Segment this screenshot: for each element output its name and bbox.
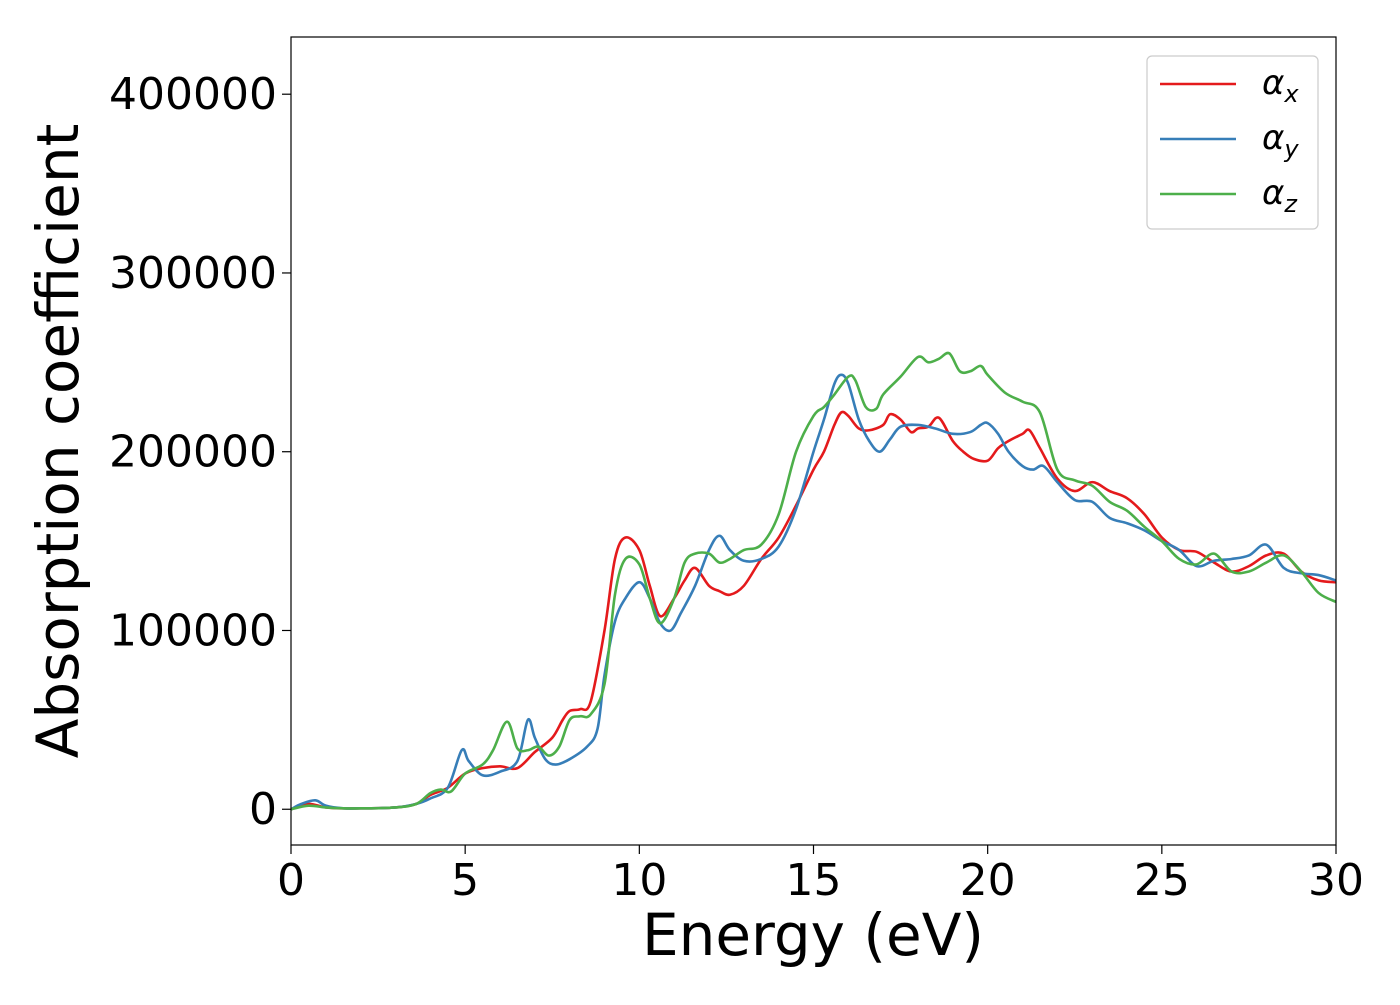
x-tick-label: 5 [451,855,479,906]
series-line-x [291,410,1336,811]
series-line-z [291,351,1336,811]
x-axis: 0 5 10 15 20 25 30 [277,845,1364,906]
series-line-y [291,373,1336,811]
x-tick-label: 20 [960,855,1016,906]
y-axis-title: Absorption coefficient [24,124,92,759]
legend-label-symbol: α [1262,173,1284,213]
legend-label-symbol: α [1262,63,1284,103]
y-tick-label: 0 [249,784,277,835]
legend-label-y: αy [1262,118,1299,163]
x-tick-label: 25 [1134,855,1190,906]
legend-label-subscript: y [1283,135,1299,163]
x-tick-label: 0 [277,855,305,906]
legend-box [1146,55,1319,230]
series-layer [291,351,1336,811]
x-tick-label: 15 [786,855,842,906]
y-tick-label: 300000 [109,248,277,299]
legend-label-subscript: z [1283,190,1298,218]
x-tick-label: 30 [1308,855,1364,906]
y-tick-label: 200000 [109,427,277,478]
y-axis: 0 100000 200000 300000 400000 [109,69,291,835]
x-axis-title: Energy (eV) [642,901,984,969]
y-tick-label: 400000 [109,69,277,120]
legend-label-symbol: α [1262,118,1284,158]
legend-label-x: αx [1262,63,1299,108]
x-tick-label: 10 [611,855,667,906]
legend-label-z: αz [1262,173,1298,218]
legend-label-subscript: x [1283,80,1299,108]
y-tick-label: 100000 [109,605,277,656]
